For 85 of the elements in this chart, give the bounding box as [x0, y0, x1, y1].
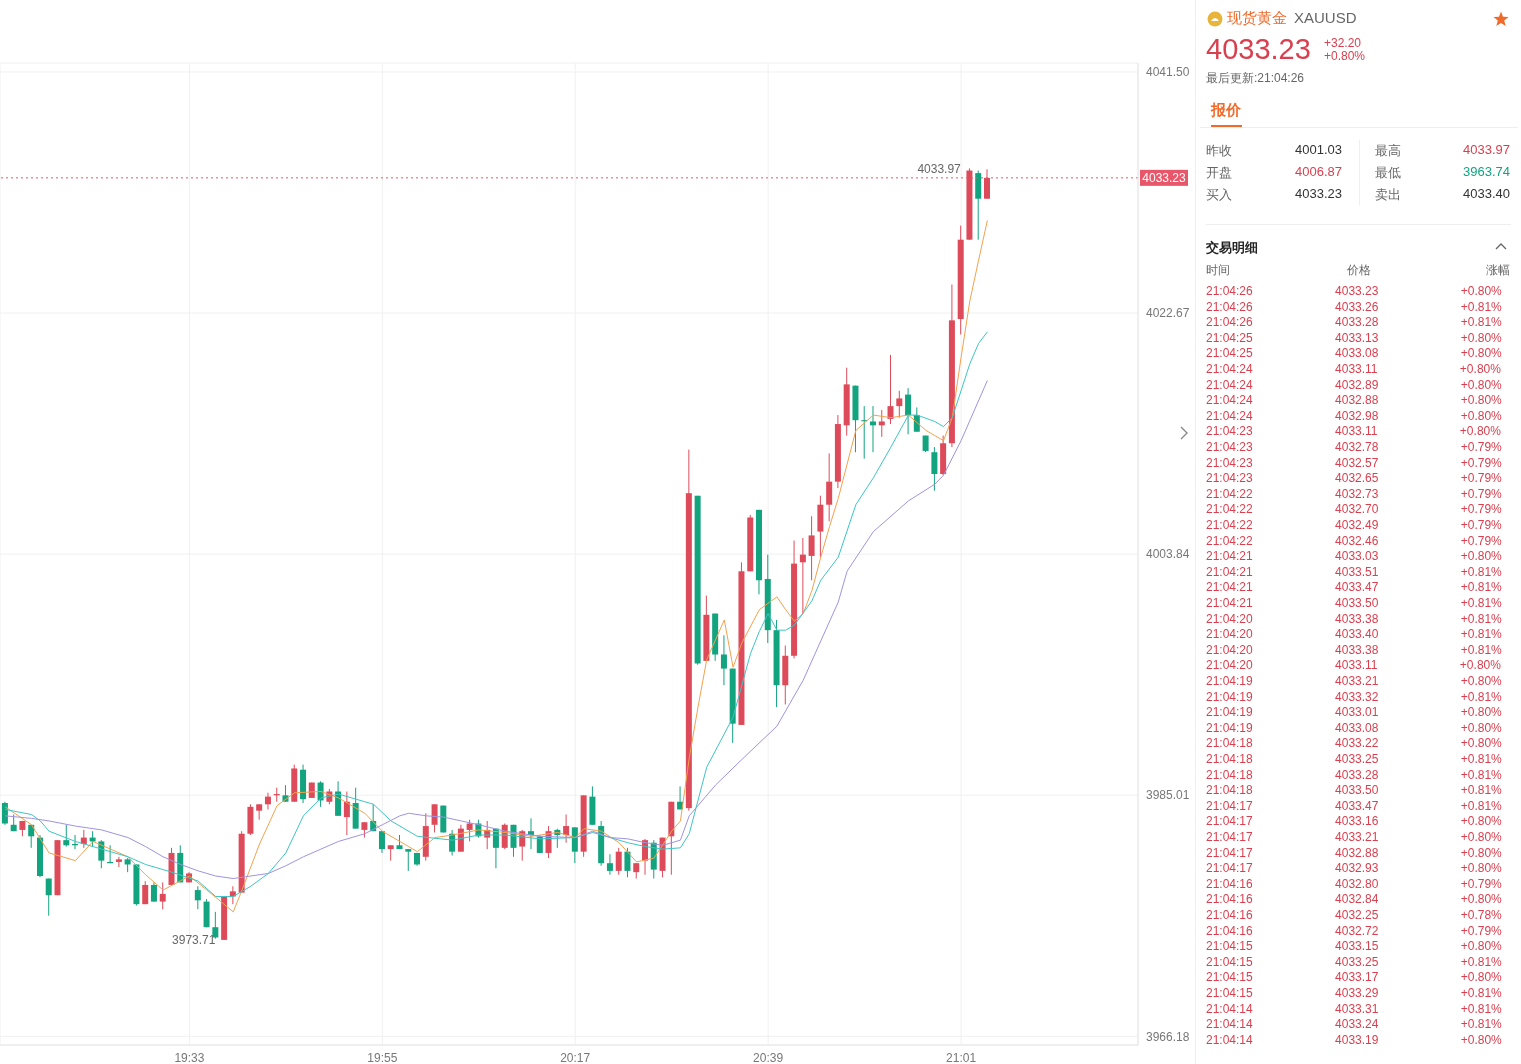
text: 21:04:26 4033.28 +0.81%: [1206, 315, 1502, 330]
text: 21:04:15 4033.29 +0.81%: [1206, 986, 1502, 1000]
text: 21:04:21 4033.47 +0.81%: [1206, 580, 1502, 595]
y-tick-label: 4041.50: [1146, 65, 1190, 80]
text: 交易明细: [1206, 239, 1258, 257]
text: 21:04:19 4033.32 +0.81%: [1206, 689, 1502, 704]
text: 21:04:23 4032.78 +0.79%: [1206, 440, 1502, 454]
text: 21:04:19 4033.21 +0.80%: [1206, 674, 1502, 688]
text: 3963.74: [1463, 164, 1510, 179]
text: 21:04:17 4032.93 +0.80%: [1206, 861, 1502, 876]
text: 21:04:22 4032.49 +0.79%: [1206, 518, 1502, 532]
text: 21:04:18 4033.50 +0.81%: [1206, 783, 1502, 798]
text: 昨收: [1206, 142, 1232, 160]
text: 21:04:16 4032.84 +0.80%: [1206, 892, 1502, 907]
text: 21:04:17 4032.88 +0.80%: [1206, 845, 1502, 860]
text: 21:04:26 4033.26 +0.81%: [1206, 299, 1502, 314]
text: 21:04:21 4033.03 +0.80%: [1206, 549, 1502, 564]
ref-line-label: 4033.23: [1142, 170, 1187, 185]
text: 21:04:26 4033.23 +0.80%: [1206, 284, 1502, 298]
y-tick-label: 4022.67: [1146, 306, 1190, 321]
text: 21:04:17 4033.16 +0.80%: [1206, 814, 1502, 829]
text: 21:04:15 4033.25 +0.81%: [1206, 954, 1502, 969]
text: 开盘: [1206, 164, 1232, 182]
text: 21:04:25 4033.08 +0.80%: [1206, 346, 1502, 361]
text: 21:04:17 4033.47 +0.81%: [1206, 798, 1502, 813]
y-tick-label: 3985.01: [1146, 788, 1190, 803]
text: 21:04:22 4032.73 +0.79%: [1206, 486, 1502, 501]
text: 涨幅: [1486, 262, 1510, 279]
text: 21:04:16 4032.25 +0.78%: [1206, 908, 1502, 922]
text: 21:04:16 4032.72 +0.79%: [1206, 923, 1502, 938]
text: 现货黄金: [1227, 9, 1287, 28]
text: 4006.87: [1295, 164, 1342, 179]
text: 4033.23: [1206, 33, 1311, 66]
text: 21:04:23 4032.57 +0.79%: [1206, 455, 1502, 470]
text: +32.20: [1324, 36, 1362, 50]
text: 最后更新:21:04:26: [1206, 70, 1305, 87]
text: 4033.97: [1463, 142, 1510, 157]
text: 21:04:25 4033.13 +0.80%: [1206, 330, 1502, 345]
x-tick-label: 19:33: [174, 1050, 205, 1064]
x-tick-label: 20:39: [753, 1050, 784, 1064]
text: 报价: [1211, 101, 1241, 120]
text: 4033.23: [1295, 186, 1342, 201]
text: 21:04:18 4033.25 +0.81%: [1206, 752, 1502, 766]
text: 21:04:14 4033.31 +0.81%: [1206, 1001, 1502, 1016]
text: 21:04:20 4033.38 +0.81%: [1206, 642, 1502, 657]
text: 21:04:18 4033.28 +0.81%: [1206, 767, 1502, 782]
text: 21:04:23 4033.11 +0.80%: [1206, 424, 1501, 439]
text: 21:04:20 4033.40 +0.81%: [1206, 627, 1502, 642]
text: 21:04:24 4032.88 +0.80%: [1206, 393, 1502, 408]
text: +0.80%: [1324, 49, 1366, 63]
text: 21:04:19 4033.01 +0.80%: [1206, 705, 1502, 720]
text: 4033.40: [1463, 186, 1510, 201]
text: 21:04:16 4032.80 +0.79%: [1206, 876, 1502, 891]
text: 21:04:17 4033.21 +0.80%: [1206, 830, 1502, 844]
text: XAUUSD: [1294, 9, 1357, 26]
text: 21:04:15 4033.17 +0.80%: [1206, 970, 1502, 985]
text: 21:04:24 4032.89 +0.80%: [1206, 377, 1502, 392]
annotation: 4033.97: [917, 161, 962, 176]
x-tick-label: 19:55: [367, 1050, 398, 1064]
text: 21:04:23 4032.65 +0.79%: [1206, 471, 1502, 486]
text: 21:04:22 4032.70 +0.79%: [1206, 502, 1502, 517]
text: 21:04:14 4033.19 +0.80%: [1206, 1032, 1502, 1047]
y-tick-label: 3966.18: [1146, 1029, 1190, 1044]
text: 21:04:18 4033.22 +0.80%: [1206, 736, 1502, 751]
annotation: 3973.71: [172, 933, 216, 948]
x-tick-label: 20:17: [560, 1050, 591, 1064]
text: 价格: [1347, 262, 1371, 279]
y-tick-label: 4003.84: [1146, 547, 1190, 562]
text: 卖出: [1375, 186, 1401, 204]
text: 21:04:24 4033.11 +0.80%: [1206, 362, 1501, 376]
text: 21:04:22 4032.46 +0.79%: [1206, 533, 1502, 548]
text: 最高: [1375, 142, 1401, 160]
text: 4001.03: [1295, 142, 1342, 157]
text: 21:04:14 4033.24 +0.81%: [1206, 1017, 1502, 1032]
text: 时间: [1206, 262, 1230, 279]
text: 21:04:20 4033.11 +0.80%: [1206, 658, 1501, 673]
text: 21:04:20 4033.38 +0.81%: [1206, 611, 1502, 626]
text: 21:04:19 4033.08 +0.80%: [1206, 720, 1502, 735]
text: 21:04:24 4032.98 +0.80%: [1206, 408, 1502, 423]
text: 最低: [1375, 164, 1401, 182]
text: 21:04:15 4033.15 +0.80%: [1206, 939, 1502, 954]
text: 21:04:21 4033.51 +0.81%: [1206, 564, 1502, 579]
x-tick-label: 21:01: [946, 1050, 977, 1064]
text: 21:04:21 4033.50 +0.81%: [1206, 596, 1502, 610]
text: 买入: [1206, 186, 1232, 204]
